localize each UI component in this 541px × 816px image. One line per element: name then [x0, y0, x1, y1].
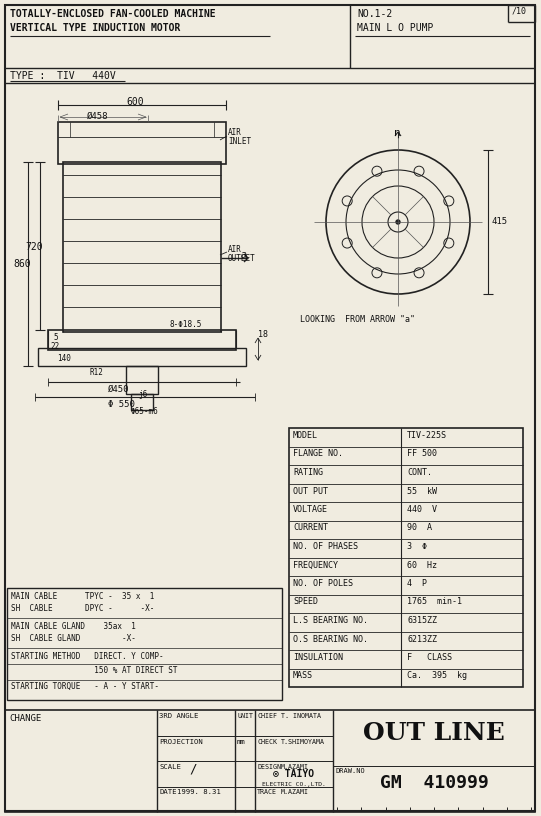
Text: OUTLET: OUTLET — [228, 254, 256, 263]
Text: /: / — [189, 763, 196, 776]
Text: VERTICAL TYPE INDUCTION MOTOR: VERTICAL TYPE INDUCTION MOTOR — [10, 23, 180, 33]
Text: 860: 860 — [13, 259, 31, 269]
Text: INLET: INLET — [228, 137, 251, 146]
Bar — [63, 162, 221, 332]
Text: NO. OF PHASES: NO. OF PHASES — [293, 542, 358, 551]
Text: FREQUENCY: FREQUENCY — [293, 561, 338, 570]
Text: Φ 550: Φ 550 — [108, 400, 135, 409]
Text: n: n — [394, 128, 401, 138]
Text: 6213ZZ: 6213ZZ — [407, 635, 437, 644]
Text: F   CLASS: F CLASS — [407, 653, 452, 662]
Text: 4  P: 4 P — [407, 579, 427, 588]
Text: NO.1-2: NO.1-2 — [357, 9, 392, 19]
Text: INSULATION: INSULATION — [293, 653, 343, 662]
Text: TRACE: TRACE — [257, 790, 277, 796]
Text: AIR: AIR — [228, 245, 242, 254]
Text: T.SHIMOYAMA: T.SHIMOYAMA — [281, 738, 325, 744]
Text: OUT PUT: OUT PUT — [293, 486, 328, 495]
Text: O.S BEARING NO.: O.S BEARING NO. — [293, 635, 368, 644]
Text: TOTALLY-ENCLOSED FAN-COOLED MACHINE: TOTALLY-ENCLOSED FAN-COOLED MACHINE — [10, 9, 216, 19]
Text: 18: 18 — [258, 330, 268, 339]
Text: 1765  min-1: 1765 min-1 — [407, 597, 462, 606]
Text: 3RD ANGLE: 3RD ANGLE — [159, 713, 199, 719]
Bar — [38, 348, 246, 366]
Text: CHECK: CHECK — [257, 738, 277, 744]
Text: CONT.: CONT. — [407, 468, 432, 477]
Bar — [7, 588, 282, 700]
Bar — [289, 428, 523, 687]
Text: mm: mm — [237, 738, 246, 744]
Text: DESIGN: DESIGN — [257, 764, 281, 770]
Text: SH  CABLE GLAND         -X-: SH CABLE GLAND -X- — [11, 634, 136, 643]
Text: NO. OF POLES: NO. OF POLES — [293, 579, 353, 588]
Text: 5: 5 — [53, 333, 58, 342]
Text: 3  Φ: 3 Φ — [407, 542, 427, 551]
Text: 1999. 8.31: 1999. 8.31 — [177, 790, 221, 796]
Text: Ca.  395  kg: Ca. 395 kg — [407, 672, 467, 681]
Text: FLANGE NO.: FLANGE NO. — [293, 450, 343, 459]
Text: M.AZAMI: M.AZAMI — [281, 790, 309, 796]
Text: OUT LINE: OUT LINE — [363, 721, 505, 745]
Text: 8-Φ18.5: 8-Φ18.5 — [170, 320, 202, 329]
Text: MAIN CABLE      TPYC -  35 x  1: MAIN CABLE TPYC - 35 x 1 — [11, 592, 154, 601]
Text: 6315ZZ: 6315ZZ — [407, 616, 437, 625]
Text: 60  Hz: 60 Hz — [407, 561, 437, 570]
Text: ELECTRIC CO.,LTD.: ELECTRIC CO.,LTD. — [262, 783, 326, 787]
Text: DRAW.NO: DRAW.NO — [336, 768, 366, 774]
Text: Φ65-m6: Φ65-m6 — [131, 407, 159, 416]
Text: M.AZAMI: M.AZAMI — [281, 764, 309, 770]
Text: DATE: DATE — [159, 790, 176, 796]
Text: VOLTAGE: VOLTAGE — [293, 505, 328, 514]
Text: LOOKING  FROM ARROW "a": LOOKING FROM ARROW "a" — [300, 315, 415, 324]
Text: a: a — [241, 250, 247, 260]
Text: MAIN CABLE GLAND    35ax  1: MAIN CABLE GLAND 35ax 1 — [11, 622, 136, 631]
Bar — [5, 710, 535, 812]
Text: Ø450: Ø450 — [108, 385, 129, 394]
Text: CURRENT: CURRENT — [293, 524, 328, 533]
Text: R12: R12 — [90, 368, 104, 377]
Text: GM  410999: GM 410999 — [380, 774, 489, 792]
Text: MODEL: MODEL — [293, 431, 318, 440]
Text: MASS: MASS — [293, 672, 313, 681]
Text: L.S BEARING NO.: L.S BEARING NO. — [293, 616, 368, 625]
Text: 150 % AT DIRECT ST: 150 % AT DIRECT ST — [11, 666, 177, 675]
Text: TYPE :  TIV   440V: TYPE : TIV 440V — [10, 71, 116, 81]
Text: 55  kW: 55 kW — [407, 486, 437, 495]
Bar — [58, 122, 226, 164]
Text: T. INOMATA: T. INOMATA — [281, 713, 321, 719]
Text: SH  CABLE       DPYC -      -X-: SH CABLE DPYC - -X- — [11, 604, 154, 613]
Text: SPEED: SPEED — [293, 597, 318, 606]
Bar — [131, 394, 153, 410]
Text: 90  A: 90 A — [407, 524, 432, 533]
Text: 440  V: 440 V — [407, 505, 437, 514]
Text: SCALE: SCALE — [159, 764, 181, 770]
Text: 600: 600 — [126, 97, 144, 107]
Text: MAIN L O PUMP: MAIN L O PUMP — [357, 23, 433, 33]
Text: ⊙ TAIYO: ⊙ TAIYO — [273, 769, 314, 778]
Text: Ø458: Ø458 — [87, 112, 109, 121]
Text: CHIEF: CHIEF — [257, 713, 277, 719]
Circle shape — [396, 220, 400, 224]
Text: FF 500: FF 500 — [407, 450, 437, 459]
Text: 140: 140 — [57, 354, 71, 363]
Text: 720: 720 — [25, 242, 43, 252]
Text: STARTING TORQUE   - A - Y START-: STARTING TORQUE - A - Y START- — [11, 682, 159, 691]
Text: PROJECTION: PROJECTION — [159, 738, 203, 744]
Text: j6: j6 — [138, 390, 147, 399]
Bar — [48, 330, 236, 350]
Text: RATING: RATING — [293, 468, 323, 477]
Text: 22: 22 — [50, 342, 60, 351]
Text: UNIT: UNIT — [237, 713, 253, 719]
Text: AIR: AIR — [228, 128, 242, 137]
Text: 415: 415 — [491, 218, 507, 227]
Text: CHANGE: CHANGE — [9, 714, 41, 723]
Text: /10: /10 — [511, 7, 526, 16]
Text: TIV-225S: TIV-225S — [407, 431, 447, 440]
Text: STARTING METHOD   DIRECT. Y COMP-: STARTING METHOD DIRECT. Y COMP- — [11, 652, 163, 661]
Bar — [126, 366, 158, 394]
